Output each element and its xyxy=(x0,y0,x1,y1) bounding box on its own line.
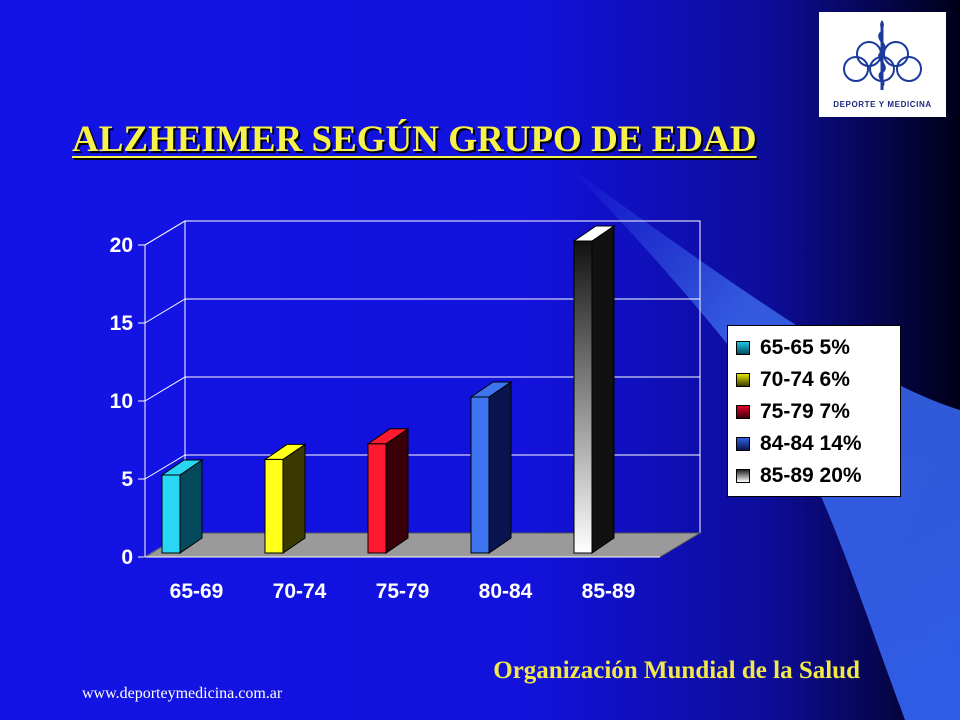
bar-75-79-top xyxy=(366,428,410,445)
y-tick-label: 15 xyxy=(110,312,134,335)
bar-80-84-top xyxy=(469,381,513,398)
x-tick-label: 75-79 xyxy=(376,580,430,603)
website-url: www.deporteymedicina.com.ar xyxy=(82,685,283,702)
legend-item: 85-89 20% xyxy=(736,460,900,492)
gridline xyxy=(144,298,700,324)
legend-label: 75-79 7% xyxy=(760,400,850,423)
y-tick-label: 20 xyxy=(110,234,133,257)
gridline xyxy=(144,220,700,246)
x-tick-label: 65-69 xyxy=(170,580,224,603)
source-credit: Organización Mundial de la Salud xyxy=(493,657,860,684)
bar-65-69-top xyxy=(160,459,204,476)
legend-label: 84-84 14% xyxy=(760,432,862,455)
legend-swatch xyxy=(736,373,750,387)
bar-80-84-front xyxy=(470,396,490,554)
legend-item: 70-74 6% xyxy=(736,364,900,396)
y-tick-label: 0 xyxy=(121,546,133,569)
legend-label: 70-74 6% xyxy=(760,368,850,391)
bar-65-69-side xyxy=(179,459,203,554)
x-tick-label: 85-89 xyxy=(582,580,636,603)
bar-65-69-front xyxy=(161,474,181,554)
x-tick-label: 70-74 xyxy=(273,580,327,603)
legend-label: 65-65 5% xyxy=(760,336,850,359)
legend-item: 84-84 14% xyxy=(736,428,900,460)
bar-70-74-side xyxy=(282,443,306,554)
x-tick-label: 80-84 xyxy=(479,580,533,603)
legend-swatch xyxy=(736,469,750,483)
chart-legend: 65-65 5% 70-74 6% 75-79 7% 84-84 14% 85-89 2… xyxy=(727,325,901,497)
legend-swatch xyxy=(736,341,750,355)
bar-70-74-front xyxy=(264,458,284,554)
chart-floor xyxy=(143,532,702,558)
bar-85-89-side xyxy=(591,225,615,554)
legend-swatch xyxy=(736,405,750,419)
bar-75-79-front xyxy=(367,443,387,554)
y-tick-label: 10 xyxy=(110,390,133,413)
bar-70-74-top xyxy=(263,443,307,460)
gridline xyxy=(144,454,700,480)
logo-text: DEPORTE Y MEDICINA xyxy=(833,100,932,109)
bar-80-84-side xyxy=(488,381,512,554)
legend-swatch xyxy=(736,437,750,451)
bar-85-89-front xyxy=(573,240,593,554)
legend-label: 85-89 20% xyxy=(760,464,862,487)
legend-item: 75-79 7% xyxy=(736,396,900,428)
logo: DEPORTE Y MEDICINA xyxy=(819,12,946,117)
y-tick-label: 5 xyxy=(121,468,133,491)
gridline xyxy=(144,376,700,402)
bar-75-79-side xyxy=(385,427,409,554)
bar-85-89-top xyxy=(572,225,616,242)
slide-title: ALZHEIMER SEGÚN GRUPO DE EDAD xyxy=(72,119,757,160)
legend-item: 65-65 5% xyxy=(736,332,900,364)
caduceus-olympic-rings-icon xyxy=(843,20,922,90)
